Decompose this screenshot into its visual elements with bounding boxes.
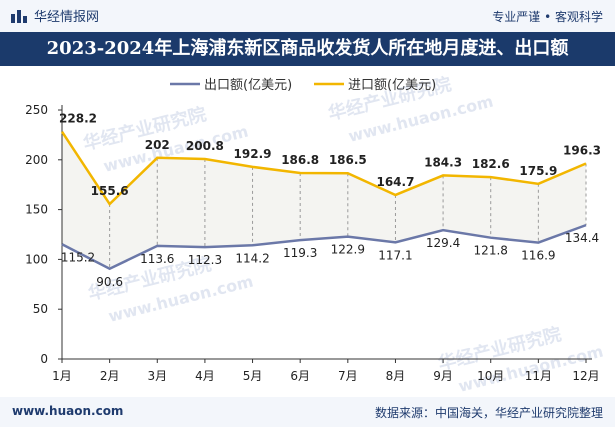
x-tick-label: 2月 (100, 369, 120, 383)
data-label-export: 119.3 (283, 246, 317, 260)
line-chart: 华经产业研究院www.huaon.com华经产业研究院www.huaon.com… (25, 73, 605, 396)
data-label-export: 117.1 (378, 248, 412, 262)
data-label-export: 121.8 (474, 244, 508, 258)
data-label-import: 184.3 (424, 155, 462, 169)
series-lines (60, 131, 587, 271)
logo-icon (11, 9, 27, 23)
x-tick-label: 3月 (147, 369, 167, 383)
data-label-import: 196.3 (563, 143, 601, 157)
data-label-export: 116.9 (521, 249, 555, 263)
legend: 出口额(亿美元) 进口额(亿美元) (170, 78, 436, 93)
site-link[interactable]: www.huaon.com (12, 404, 124, 418)
x-tick-label: 12月 (572, 369, 599, 383)
data-label-import: 200.8 (186, 139, 224, 153)
series-line-export (61, 223, 587, 271)
data-label-import: 175.9 (519, 164, 557, 178)
data-labels: 228.2 155.6 202 200.8 192.9 186.8 186.5 164.7 18… (59, 112, 601, 289)
brand: 华经情报网 (10, 6, 99, 25)
data-label-export: 129.4 (426, 236, 460, 250)
footer: www.huaon.com 数据来源：中国海关，华经产业研究院整理 (0, 397, 615, 427)
x-tick-label: 8月 (386, 369, 406, 383)
data-source: 数据来源：中国海关，华经产业研究院整理 (374, 406, 603, 420)
x-tick-label: 4月 (195, 369, 215, 383)
slogan: 专业严谨 • 客观科学 (492, 10, 603, 24)
data-label-import: 186.8 (281, 153, 319, 167)
data-label-import: 228.2 (59, 112, 97, 126)
data-label-import: 155.6 (91, 184, 129, 198)
legend-label-export: 出口额(亿美元) (204, 78, 292, 93)
x-tick-label: 6月 (290, 369, 310, 383)
y-tick-label: 250 (25, 103, 48, 117)
x-tick-label: 11月 (525, 369, 552, 383)
axes: 0 50 100 150 200 250 1月 2月 3月 4月 5月 6月 7月 8月 9月 10月 11月 1… (25, 103, 600, 383)
x-tick-label: 9月 (433, 369, 453, 383)
series-line-import (60, 131, 587, 206)
y-tick-label: 200 (25, 153, 48, 167)
brand-name: 华经情报网 (34, 10, 100, 25)
data-label-export: 113.6 (140, 252, 174, 266)
y-tick-label: 150 (25, 203, 48, 217)
data-label-import: 182.6 (472, 157, 510, 171)
data-label-export: 114.2 (235, 251, 269, 265)
y-tick-label: 50 (33, 302, 48, 316)
data-label-export: 122.9 (331, 243, 365, 257)
data-label-export: 115.2 (61, 250, 95, 264)
x-tick-label: 1月 (52, 369, 72, 383)
data-label-import: 192.9 (234, 147, 272, 161)
data-label-export: 134.4 (565, 231, 599, 245)
gap-fill (62, 131, 586, 269)
x-tick-label: 10月 (477, 369, 504, 383)
data-label-export: 90.6 (96, 275, 123, 289)
data-label-export: 112.3 (188, 253, 222, 267)
legend-label-import: 进口额(亿美元) (348, 78, 436, 93)
y-tick-label: 0 (40, 352, 48, 366)
data-label-import: 202 (145, 138, 170, 152)
data-label-import: 164.7 (376, 175, 414, 189)
gap-area (62, 131, 586, 269)
x-tick-label: 7月 (338, 369, 358, 383)
data-label-import: 186.5 (329, 153, 367, 167)
x-tick-label: 5月 (243, 369, 263, 383)
y-tick-label: 100 (25, 252, 48, 266)
top-bar: 华经情报网 专业严谨 • 客观科学 (0, 0, 615, 32)
chart-title: 2023-2024年上海浦东新区商品收发货人所在地月度进、出口额 (0, 32, 615, 66)
